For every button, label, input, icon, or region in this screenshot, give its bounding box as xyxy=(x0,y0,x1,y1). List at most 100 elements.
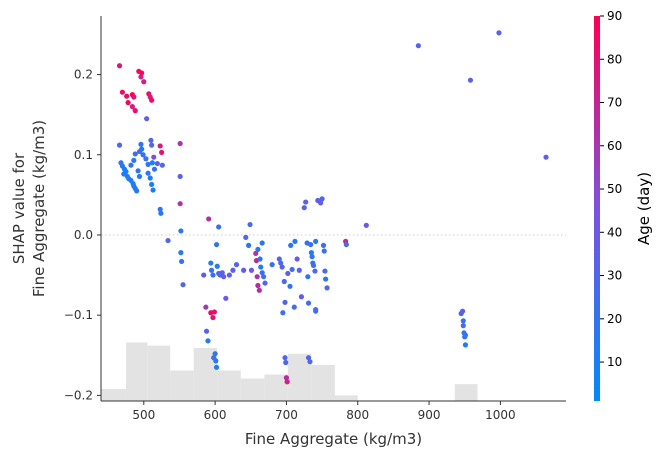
data-point xyxy=(305,355,312,361)
histogram-bar xyxy=(334,395,358,401)
data-point xyxy=(291,304,297,310)
data-point xyxy=(459,308,466,314)
data-point xyxy=(159,162,165,168)
data-point xyxy=(141,79,147,85)
data-point xyxy=(248,267,255,273)
data-point xyxy=(255,246,261,253)
data-point xyxy=(214,263,220,269)
data-point xyxy=(301,205,307,211)
data-point xyxy=(310,262,317,269)
data-point xyxy=(129,104,135,110)
points-layer xyxy=(116,30,549,385)
histogram-bar xyxy=(240,378,265,401)
data-point xyxy=(292,238,298,244)
data-point xyxy=(145,170,151,176)
data-point xyxy=(321,248,327,254)
data-point xyxy=(322,268,328,274)
data-point xyxy=(180,282,186,288)
data-point xyxy=(201,272,207,278)
colorbar-tick-label: 10 xyxy=(607,355,622,369)
data-point xyxy=(135,168,141,174)
data-point xyxy=(298,294,305,300)
data-point xyxy=(212,351,218,357)
data-point xyxy=(312,268,318,274)
data-point xyxy=(253,250,259,257)
data-point xyxy=(132,108,138,114)
data-point xyxy=(254,274,260,280)
data-point xyxy=(144,116,150,122)
data-point xyxy=(134,188,140,194)
y-axis-label-line-1: SHAP value for xyxy=(10,152,28,264)
data-point xyxy=(278,260,284,266)
data-point xyxy=(138,141,144,147)
data-point xyxy=(320,242,327,248)
colorbar-label: Age (day) xyxy=(635,172,653,245)
data-point xyxy=(125,100,131,106)
data-point xyxy=(124,93,130,99)
data-point xyxy=(157,143,163,149)
x-tick-label: 900 xyxy=(418,408,441,422)
data-point xyxy=(206,216,212,222)
data-point xyxy=(136,173,143,180)
histogram-bar xyxy=(193,348,218,401)
data-point xyxy=(213,364,220,370)
histogram-bar xyxy=(217,370,241,401)
data-point xyxy=(363,222,369,228)
data-point xyxy=(243,234,249,240)
histogram-bar xyxy=(125,342,148,401)
data-point xyxy=(216,224,222,230)
data-point xyxy=(462,332,469,338)
colorbar-tick-label: 50 xyxy=(607,182,622,196)
data-point xyxy=(178,228,184,234)
data-point xyxy=(131,94,137,100)
y-tick-label: 0.2 xyxy=(74,68,93,82)
data-point xyxy=(257,256,263,262)
data-point xyxy=(415,43,421,49)
colorbar-tick-label: 90 xyxy=(607,9,622,23)
data-point xyxy=(294,256,300,262)
data-point xyxy=(309,254,315,260)
data-point xyxy=(460,323,466,329)
x-tick-label: 1000 xyxy=(485,408,516,422)
data-point xyxy=(226,272,232,278)
histogram-bar xyxy=(170,370,194,401)
data-point xyxy=(116,142,123,148)
data-point xyxy=(313,306,319,313)
data-point xyxy=(258,264,264,270)
y-axis-label-line-2: Fine Aggregate (kg/m3) xyxy=(30,120,48,297)
data-point xyxy=(128,162,134,168)
data-point xyxy=(282,299,288,305)
data-point xyxy=(119,89,125,95)
data-point xyxy=(307,359,313,365)
data-point xyxy=(208,267,215,273)
data-point xyxy=(203,304,209,310)
data-point xyxy=(230,267,236,273)
data-point xyxy=(279,264,285,270)
data-point xyxy=(211,309,217,315)
data-point xyxy=(308,241,314,248)
data-point xyxy=(281,278,287,285)
data-point xyxy=(305,300,312,306)
histogram-bar xyxy=(287,353,312,401)
data-point xyxy=(148,137,154,143)
data-point xyxy=(147,175,153,181)
histogram-bar xyxy=(264,374,288,401)
colorbar-ticks: 10 20 30 40 50 60 70 80 90 xyxy=(600,9,622,369)
data-point xyxy=(139,70,145,76)
data-point xyxy=(221,274,227,280)
x-ticks: 500 600 700 800 900 1000 xyxy=(132,401,516,422)
data-point xyxy=(177,140,183,147)
data-point xyxy=(233,262,240,268)
data-point xyxy=(223,295,229,301)
data-point xyxy=(313,238,319,244)
data-point xyxy=(157,206,163,212)
data-point xyxy=(154,160,160,167)
data-point xyxy=(261,274,267,280)
data-point xyxy=(282,355,288,361)
data-point xyxy=(132,151,138,157)
histogram-bar xyxy=(311,364,335,401)
data-point xyxy=(203,328,210,334)
data-point xyxy=(247,221,253,228)
data-point xyxy=(205,338,211,344)
